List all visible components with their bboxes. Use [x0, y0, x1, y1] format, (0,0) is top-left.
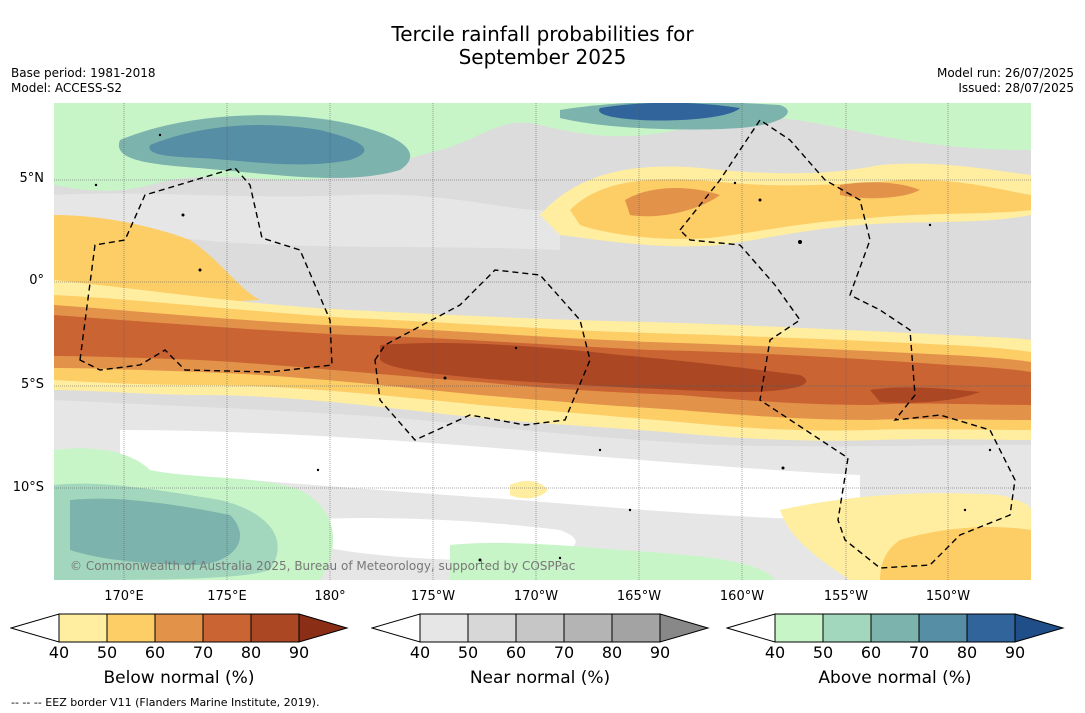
- cb1-tick-50: 50: [457, 643, 479, 662]
- cb0-tick-40: 40: [48, 643, 70, 662]
- cb2-swatch-1: [822, 613, 872, 643]
- lon-label-150w: 150°W: [925, 589, 971, 604]
- cb1-swatch-4: [611, 613, 661, 643]
- cb1-tick-80: 80: [601, 643, 623, 662]
- lon-label-155w: 155°W: [823, 589, 869, 604]
- cb0-tick-80: 80: [240, 643, 262, 662]
- lon-label-170e: 170°E: [104, 589, 144, 604]
- cb1-tick-70: 70: [553, 643, 575, 662]
- model-run: Model run: 26/07/2025: [936, 66, 1074, 80]
- map-title-line2: September 2025: [458, 45, 627, 69]
- cb0-swatch-2: [154, 613, 204, 643]
- cb1-swatch-0: [419, 613, 469, 643]
- base-period: Base period: 1981-2018: [11, 66, 156, 80]
- cb2-swatch-0: [774, 613, 824, 643]
- cb2-tick-80: 80: [956, 643, 978, 662]
- lon-label-175e: 175°E: [207, 589, 247, 604]
- cb1-swatch-1: [467, 613, 517, 643]
- lon-label-160w: 160°W: [719, 589, 765, 604]
- lon-label-165w: 165°W: [616, 589, 662, 604]
- colorbar-above-normal-scale: [726, 613, 1065, 643]
- cb1-tick-40: 40: [409, 643, 431, 662]
- cb2-swatch-3: [918, 613, 968, 643]
- cb2-high-triangle: [1014, 613, 1065, 643]
- cb0-swatch-1: [106, 613, 156, 643]
- cb2-swatch-2: [870, 613, 920, 643]
- copyright-notice: © Commonwealth of Australia 2025, Bureau…: [70, 559, 576, 573]
- lat-label-5s: 5°S: [20, 377, 44, 392]
- colorbar-near-normal-scale: [371, 613, 710, 643]
- model-name: Model: ACCESS-S2: [11, 81, 123, 95]
- lat-label-0: 0°: [29, 273, 44, 288]
- cb2-tick-40: 40: [764, 643, 786, 662]
- issued-date: Issued: 28/07/2025: [958, 81, 1074, 95]
- map-title-line1: Tercile rainfall probabilities for: [391, 22, 694, 46]
- cb2-swatch-4: [966, 613, 1016, 643]
- cb1-low-triangle: [371, 613, 421, 643]
- cb2-tick-60: 60: [860, 643, 882, 662]
- cb0-low-triangle: [10, 613, 60, 643]
- cb0-high-triangle: [298, 613, 349, 643]
- islands: [94, 133, 992, 562]
- lon-label-180: 180°: [314, 589, 346, 604]
- cb1-tick-60: 60: [505, 643, 527, 662]
- lon-label-170w: 170°W: [513, 589, 559, 604]
- cb1-label: Near normal (%): [469, 668, 611, 688]
- cb2-tick-70: 70: [908, 643, 930, 662]
- lat-label-10s: 10°S: [12, 480, 44, 495]
- cb0-tick-90: 90: [288, 643, 310, 662]
- cb0-swatch-3: [202, 613, 252, 643]
- eez-footnote: -- -- -- EEZ border V11 (Flanders Marine…: [11, 696, 320, 709]
- lon-label-175w: 175°W: [410, 589, 456, 604]
- cb0-tick-60: 60: [144, 643, 166, 662]
- cb2-low-triangle: [726, 613, 776, 643]
- cb0-label: Below normal (%): [103, 668, 255, 688]
- graticule: [54, 103, 1031, 580]
- cb2-label: Above normal (%): [818, 668, 972, 688]
- cb1-high-triangle: [659, 613, 710, 643]
- cb1-swatch-2: [515, 613, 565, 643]
- map-field: [54, 103, 1031, 580]
- lat-label-5n: 5°N: [19, 171, 45, 186]
- cb2-tick-90: 90: [1004, 643, 1026, 662]
- cb1-swatch-3: [563, 613, 613, 643]
- cb0-tick-50: 50: [96, 643, 118, 662]
- eez-borders: [79, 119, 1016, 569]
- cb2-tick-50: 50: [812, 643, 834, 662]
- cb1-tick-90: 90: [649, 643, 671, 662]
- cb0-swatch-4: [250, 613, 300, 643]
- colorbar-below-normal-scale: [10, 613, 349, 643]
- cb0-tick-70: 70: [192, 643, 214, 662]
- cb0-swatch-0: [58, 613, 108, 643]
